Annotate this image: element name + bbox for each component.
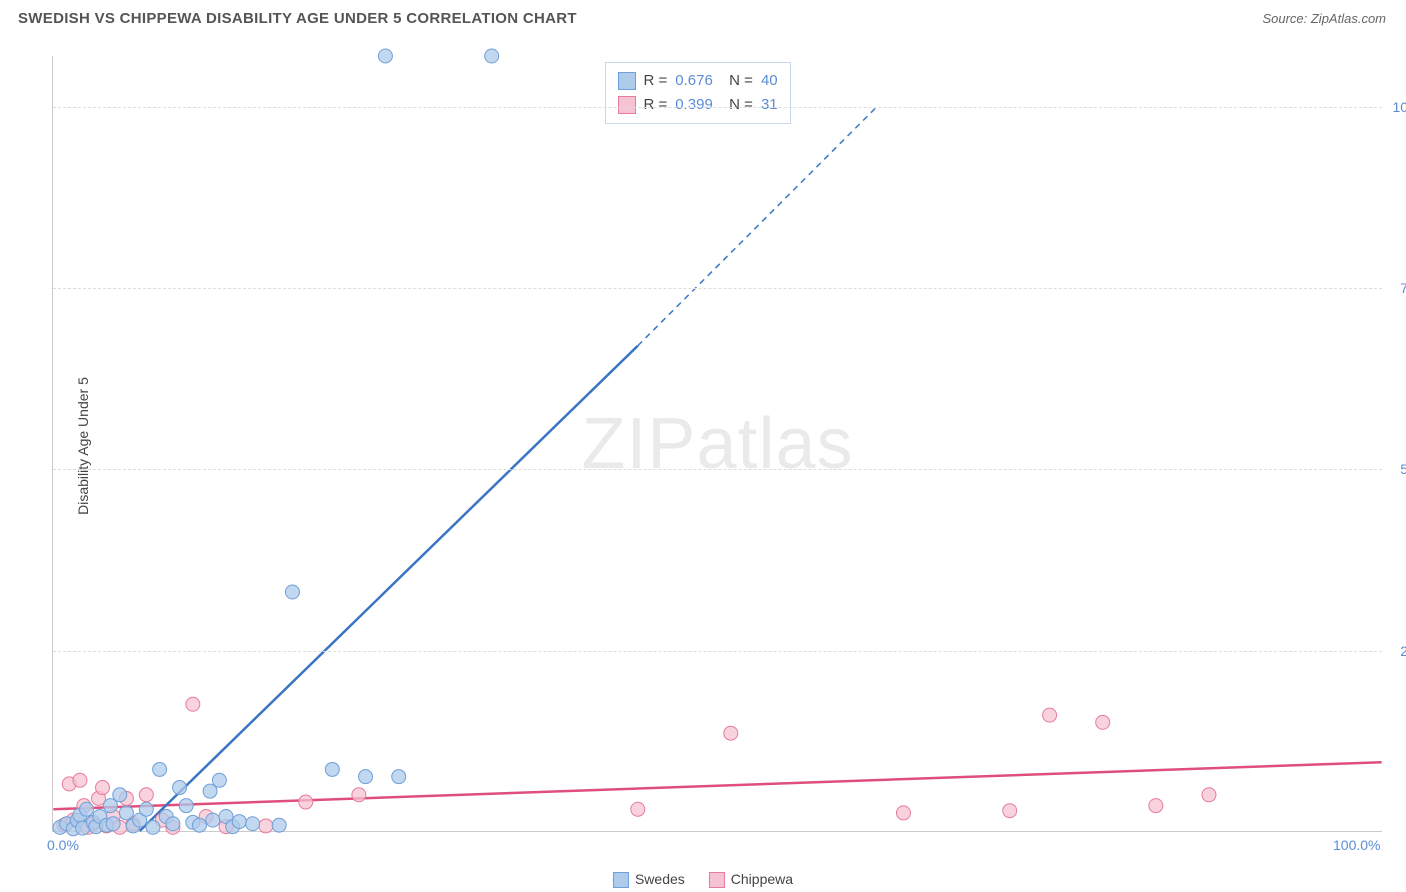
swedes-legend-swatch-icon (613, 872, 629, 888)
correlation-stats-box: R = 0.676 N = 40 R = 0.399 N = 31 (605, 62, 791, 124)
y-tick-label: 100.0% (1388, 99, 1406, 115)
scatter-svg (53, 56, 1382, 831)
y-tick-label: 50.0% (1388, 461, 1406, 477)
y-tick-label: 25.0% (1388, 643, 1406, 659)
swedes-swatch-icon (618, 72, 636, 90)
chart-title: SWEDISH VS CHIPPEWA DISABILITY AGE UNDER… (18, 10, 577, 27)
legend-item-swedes: Swedes (613, 871, 685, 888)
gridline (53, 288, 1382, 289)
chippewa-swatch-icon (618, 96, 636, 114)
gridline (53, 651, 1382, 652)
stats-row-swedes: R = 0.676 N = 40 (618, 69, 778, 93)
x-tick-label: 0.0% (47, 837, 79, 853)
chart-header: SWEDISH VS CHIPPEWA DISABILITY AGE UNDER… (0, 0, 1406, 33)
chippewa-legend-swatch-icon (709, 872, 725, 888)
legend-item-chippewa: Chippewa (709, 871, 793, 888)
gridline (53, 107, 1382, 108)
source-label: Source: ZipAtlas.com (1262, 11, 1386, 26)
y-tick-label: 75.0% (1388, 280, 1406, 296)
chart-plot-area: ZIPatlas R = 0.676 N = 40 R = 0.399 N = … (52, 56, 1382, 832)
stats-row-chippewa: R = 0.399 N = 31 (618, 93, 778, 117)
legend: Swedes Chippewa (613, 871, 793, 888)
gridline (53, 469, 1382, 470)
x-tick-label: 100.0% (1333, 837, 1380, 853)
